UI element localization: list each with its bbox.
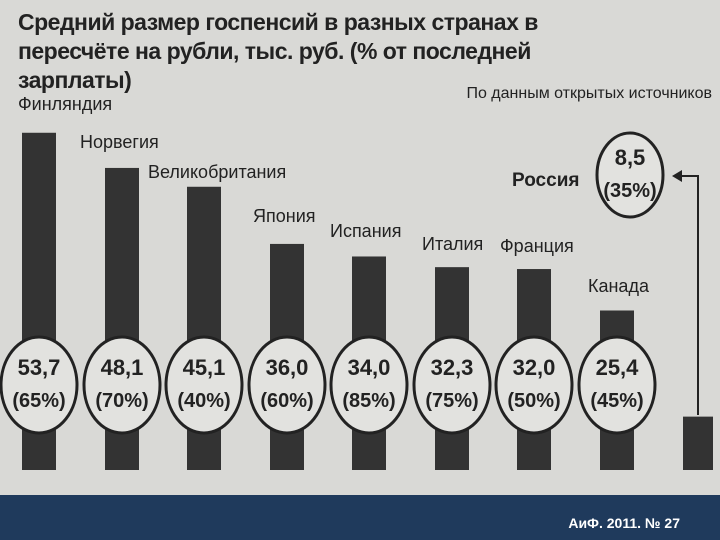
value-label: 32,0	[513, 355, 556, 380]
label-circle	[0, 335, 79, 435]
value-label: 25,4	[596, 355, 640, 380]
category-label: Финляндия	[18, 94, 112, 114]
category-label: Россия	[512, 170, 579, 191]
category-label: Италия	[422, 234, 483, 254]
share-label: (40%)	[177, 390, 230, 412]
value-label: 8,5	[615, 145, 646, 170]
value-label: 48,1	[101, 355, 144, 380]
label-circle	[247, 335, 327, 435]
source-note: По данным открытых источников	[466, 85, 712, 102]
category-label: Франция	[500, 236, 574, 256]
share-label: (60%)	[260, 390, 313, 412]
category-label: Норвегия	[80, 132, 159, 152]
category-label: Великобритания	[148, 162, 286, 182]
category-label: Испания	[330, 221, 401, 241]
share-label: (35%)	[603, 180, 656, 202]
category-label: Канада	[588, 276, 650, 296]
arrow-head	[672, 170, 682, 182]
label-circle	[329, 335, 409, 435]
label-circle	[577, 335, 657, 435]
category-label: Япония	[253, 206, 316, 226]
label-circle	[164, 335, 244, 435]
value-label: 32,3	[431, 355, 474, 380]
bar	[683, 416, 713, 470]
share-label: (65%)	[12, 390, 65, 412]
chart: По данным открытых источников Финляндия 5…	[0, 85, 713, 471]
value-label: 34,0	[348, 355, 391, 380]
label-circle	[494, 335, 574, 435]
label-circle	[595, 131, 665, 219]
share-label: (50%)	[507, 390, 560, 412]
chart-title: Средний размер госпенсий в разных страна…	[18, 9, 538, 93]
share-label: (45%)	[590, 390, 643, 412]
label-circle	[412, 335, 492, 435]
arrow	[678, 175, 699, 415]
share-label: (75%)	[425, 390, 478, 412]
footer-band: АиФ. 2011. № 27	[0, 495, 720, 540]
label-circle	[82, 335, 162, 435]
value-label: 45,1	[183, 355, 226, 380]
value-label: 36,0	[266, 355, 309, 380]
share-label: (85%)	[342, 390, 395, 412]
footer-text: АиФ. 2011. № 27	[568, 515, 680, 531]
value-label: 53,7	[18, 355, 61, 380]
share-label: (70%)	[95, 390, 148, 412]
